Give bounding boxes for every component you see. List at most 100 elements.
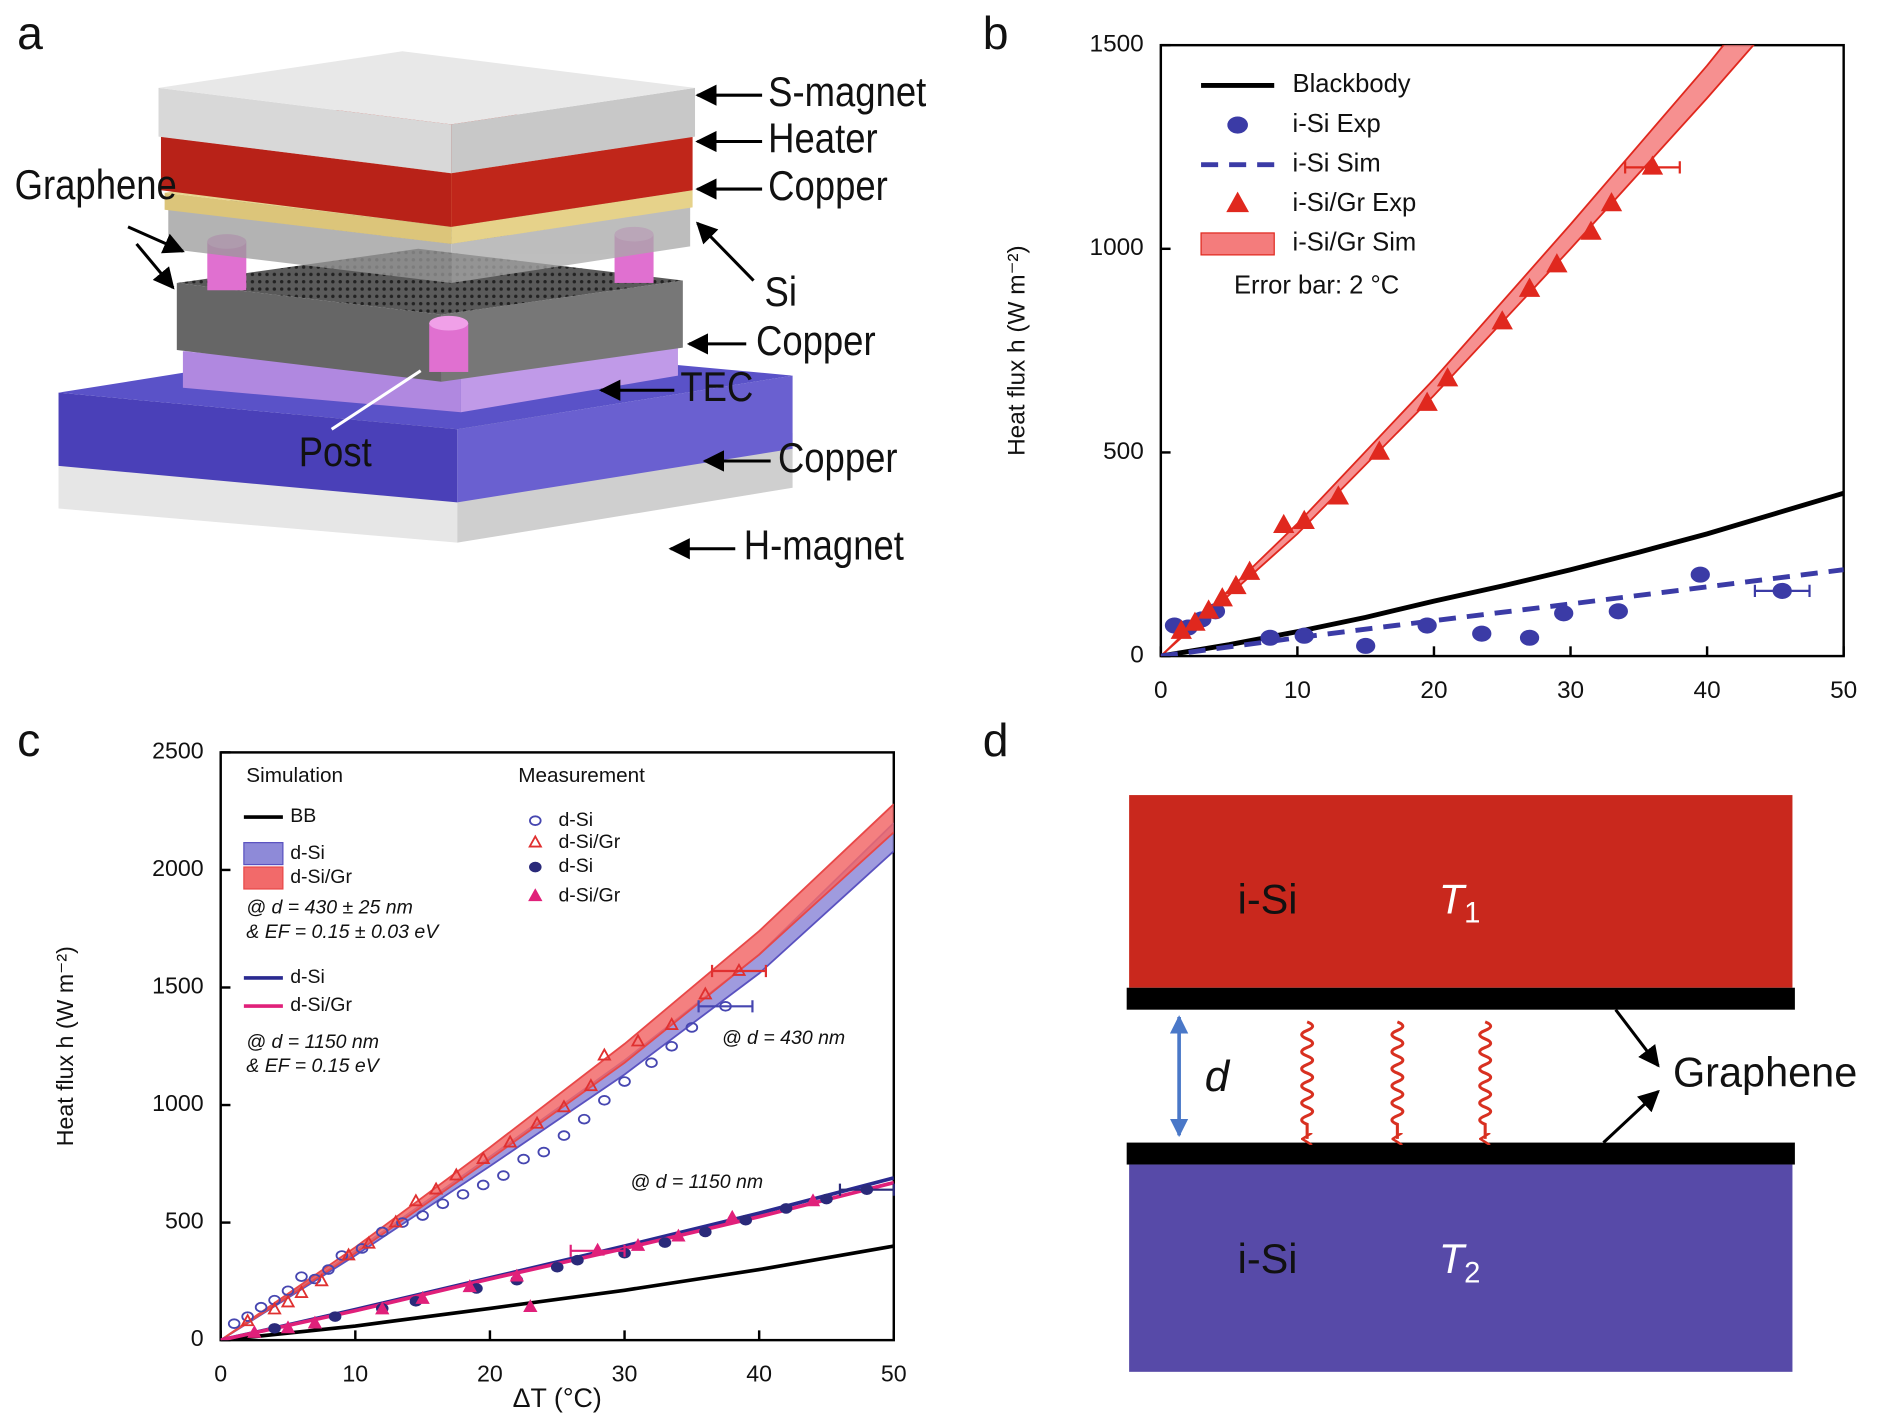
marker	[1238, 560, 1261, 580]
graphene-arrow	[1614, 1008, 1660, 1068]
marker	[523, 1299, 538, 1313]
temperature-symbol: T	[1439, 1235, 1467, 1282]
marker	[537, 1146, 551, 1158]
marker	[267, 1301, 282, 1315]
annotation: @ d = 1150 nm	[630, 1171, 763, 1193]
marker	[630, 1238, 646, 1251]
temperature-index: 1	[1464, 897, 1480, 929]
marker	[517, 1153, 530, 1165]
marker	[408, 1193, 424, 1207]
layer-top	[158, 51, 696, 125]
marker	[557, 1130, 571, 1141]
legend-label: d-Si	[290, 842, 325, 864]
layer-label: Copper	[756, 319, 876, 365]
marker	[314, 1273, 329, 1287]
marker	[241, 1311, 254, 1322]
layer-side	[451, 87, 696, 174]
y-tick-label: 1500	[1090, 31, 1144, 58]
marker	[665, 1040, 678, 1052]
panel-label: c	[17, 714, 40, 766]
marker	[1600, 192, 1623, 212]
temperature-symbol: T	[1439, 875, 1467, 922]
marker	[1293, 509, 1315, 529]
marker	[247, 1325, 262, 1338]
marker	[1197, 599, 1220, 619]
layer-label: TEC	[680, 365, 753, 411]
layer-label: Copper	[768, 164, 888, 210]
marker	[268, 1323, 281, 1334]
legend-label: i-Si Exp	[1293, 110, 1381, 138]
legend-note: @ d = 430 ± 25 nm	[246, 897, 413, 919]
marker	[375, 1301, 390, 1315]
legend-symbol	[243, 866, 284, 890]
marker	[462, 1279, 477, 1293]
x-tick-label: 50	[881, 1361, 907, 1387]
radiation-arrow	[1390, 1020, 1405, 1139]
graphene-sheet	[1126, 987, 1795, 1010]
x-tick-label: 10	[342, 1361, 368, 1387]
marker	[1518, 277, 1541, 297]
x-tick-label: 20	[477, 1361, 503, 1387]
layer-side	[460, 339, 678, 413]
marker	[739, 1214, 752, 1226]
marker	[1260, 629, 1280, 646]
marker	[645, 1057, 658, 1069]
layer-side	[451, 190, 693, 244]
marker	[1416, 391, 1438, 411]
layer-label: Si	[765, 270, 797, 316]
graphene-label: Graphene	[15, 163, 177, 209]
error-bar	[710, 964, 767, 978]
post	[429, 323, 469, 372]
marker	[1356, 637, 1376, 654]
legend-label: d-Si	[558, 855, 593, 877]
y-tick-label: 500	[1103, 438, 1144, 465]
marker	[240, 1313, 255, 1327]
legend-label: i-Si/Gr Exp	[1293, 189, 1417, 217]
marker	[449, 1167, 464, 1181]
x-tick-label: 10	[1284, 677, 1311, 704]
graphene-arrow	[1602, 1089, 1660, 1144]
label-arrow	[695, 221, 755, 282]
legend-label: d-Si/Gr	[558, 884, 620, 906]
marker	[529, 1115, 545, 1129]
radiation-arrow	[1478, 1020, 1493, 1139]
marker	[671, 1228, 686, 1242]
line	[220, 1176, 894, 1341]
marker	[502, 1134, 518, 1148]
y-tick-label: 2500	[152, 738, 204, 764]
marker	[415, 1290, 430, 1304]
legend-label: d-Si/Gr	[558, 831, 620, 853]
layer-label: H-magnet	[744, 524, 904, 570]
material-label: i-Si	[1238, 875, 1298, 922]
marker	[731, 962, 747, 976]
error-bar	[838, 1183, 895, 1196]
marker	[550, 1261, 564, 1273]
marker	[1211, 587, 1233, 607]
marker	[528, 834, 543, 848]
radiation-arrow	[1300, 1020, 1315, 1139]
marker	[779, 1203, 793, 1214]
marker	[590, 1242, 605, 1256]
marker	[1491, 310, 1513, 330]
legend-label: i-Si Sim	[1293, 149, 1381, 177]
marker	[497, 1170, 510, 1181]
marker	[725, 1209, 740, 1223]
error-bar	[1624, 161, 1681, 174]
marker	[597, 1047, 612, 1061]
marker	[1690, 566, 1710, 583]
panel-label: d	[983, 714, 1009, 766]
hot-slab	[1129, 795, 1793, 988]
marker	[1327, 485, 1350, 505]
y-axis-label: Heat flux h (W m⁻²)	[1004, 245, 1031, 456]
legend-label: d-Si	[558, 809, 593, 831]
layer-side	[58, 453, 458, 543]
marker	[1436, 367, 1459, 387]
x-tick-label: 0	[1154, 677, 1168, 704]
error-bar	[1753, 584, 1811, 598]
x-tick-label: 40	[1694, 677, 1721, 704]
marker	[1225, 574, 1247, 595]
marker	[1226, 191, 1250, 213]
x-tick-label: 0	[214, 1361, 227, 1387]
legend-label: d-Si/Gr	[290, 866, 352, 888]
band	[1160, 45, 1754, 657]
